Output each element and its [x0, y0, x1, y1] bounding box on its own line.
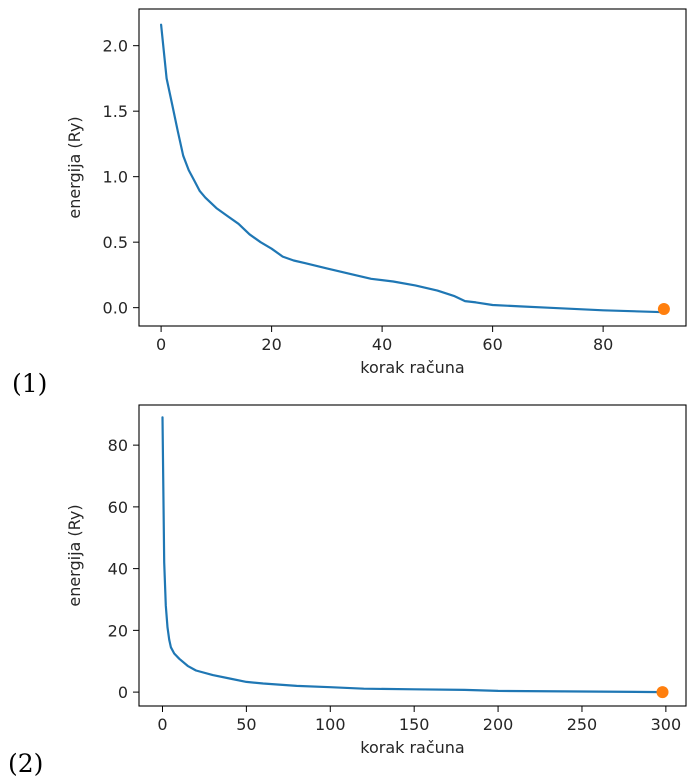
y-tick-label: 20 [108, 621, 128, 640]
panel-label: (2) [8, 749, 43, 778]
x-tick-label: 50 [236, 715, 256, 734]
x-tick-label: 150 [399, 715, 430, 734]
y-tick-label: 1.5 [103, 102, 128, 121]
x-tick-label: 40 [372, 335, 392, 354]
final-point-marker [656, 686, 669, 699]
y-tick-label: 0.5 [103, 233, 128, 252]
y-axis-title: energija (Ry) [65, 504, 84, 606]
x-tick-label: 250 [567, 715, 598, 734]
y-tick-label: 60 [108, 498, 128, 517]
x-axis-title: korak računa [360, 358, 464, 377]
final-point-marker [657, 302, 670, 315]
x-tick-label: 60 [482, 335, 502, 354]
chart-2: 0 50 100 150 200 250 300 0 20 40 60 80 korak računa e… [8, 404, 687, 778]
x-tick-label: 80 [593, 335, 613, 354]
panel-label: (1) [12, 369, 47, 398]
energy-series-line [161, 416, 664, 694]
x-tick-label: 300 [651, 715, 682, 734]
y-axis-title: energija (Ry) [65, 116, 84, 218]
y-tick-label: 0.0 [103, 299, 128, 318]
x-tick-label: 100 [315, 715, 346, 734]
y-tick-label: 2.0 [103, 37, 128, 56]
y-tick-label: 80 [108, 436, 128, 455]
chart-1: 0 20 40 60 80 0.0 0.5 1.0 1.5 2.0 korak računa ener… [12, 8, 687, 398]
plot-frame [138, 8, 687, 327]
y-tick-label: 1.0 [103, 168, 128, 187]
x-tick-label: 200 [483, 715, 514, 734]
x-tick-label: 20 [261, 335, 281, 354]
x-axis-title: korak računa [360, 738, 464, 757]
plot-frame [138, 404, 687, 707]
y-tick-label: 40 [108, 560, 128, 579]
energy-series-line [160, 23, 666, 314]
x-tick-label: 0 [156, 335, 166, 354]
y-tick-label: 0 [118, 683, 128, 702]
x-tick-label: 0 [157, 715, 167, 734]
